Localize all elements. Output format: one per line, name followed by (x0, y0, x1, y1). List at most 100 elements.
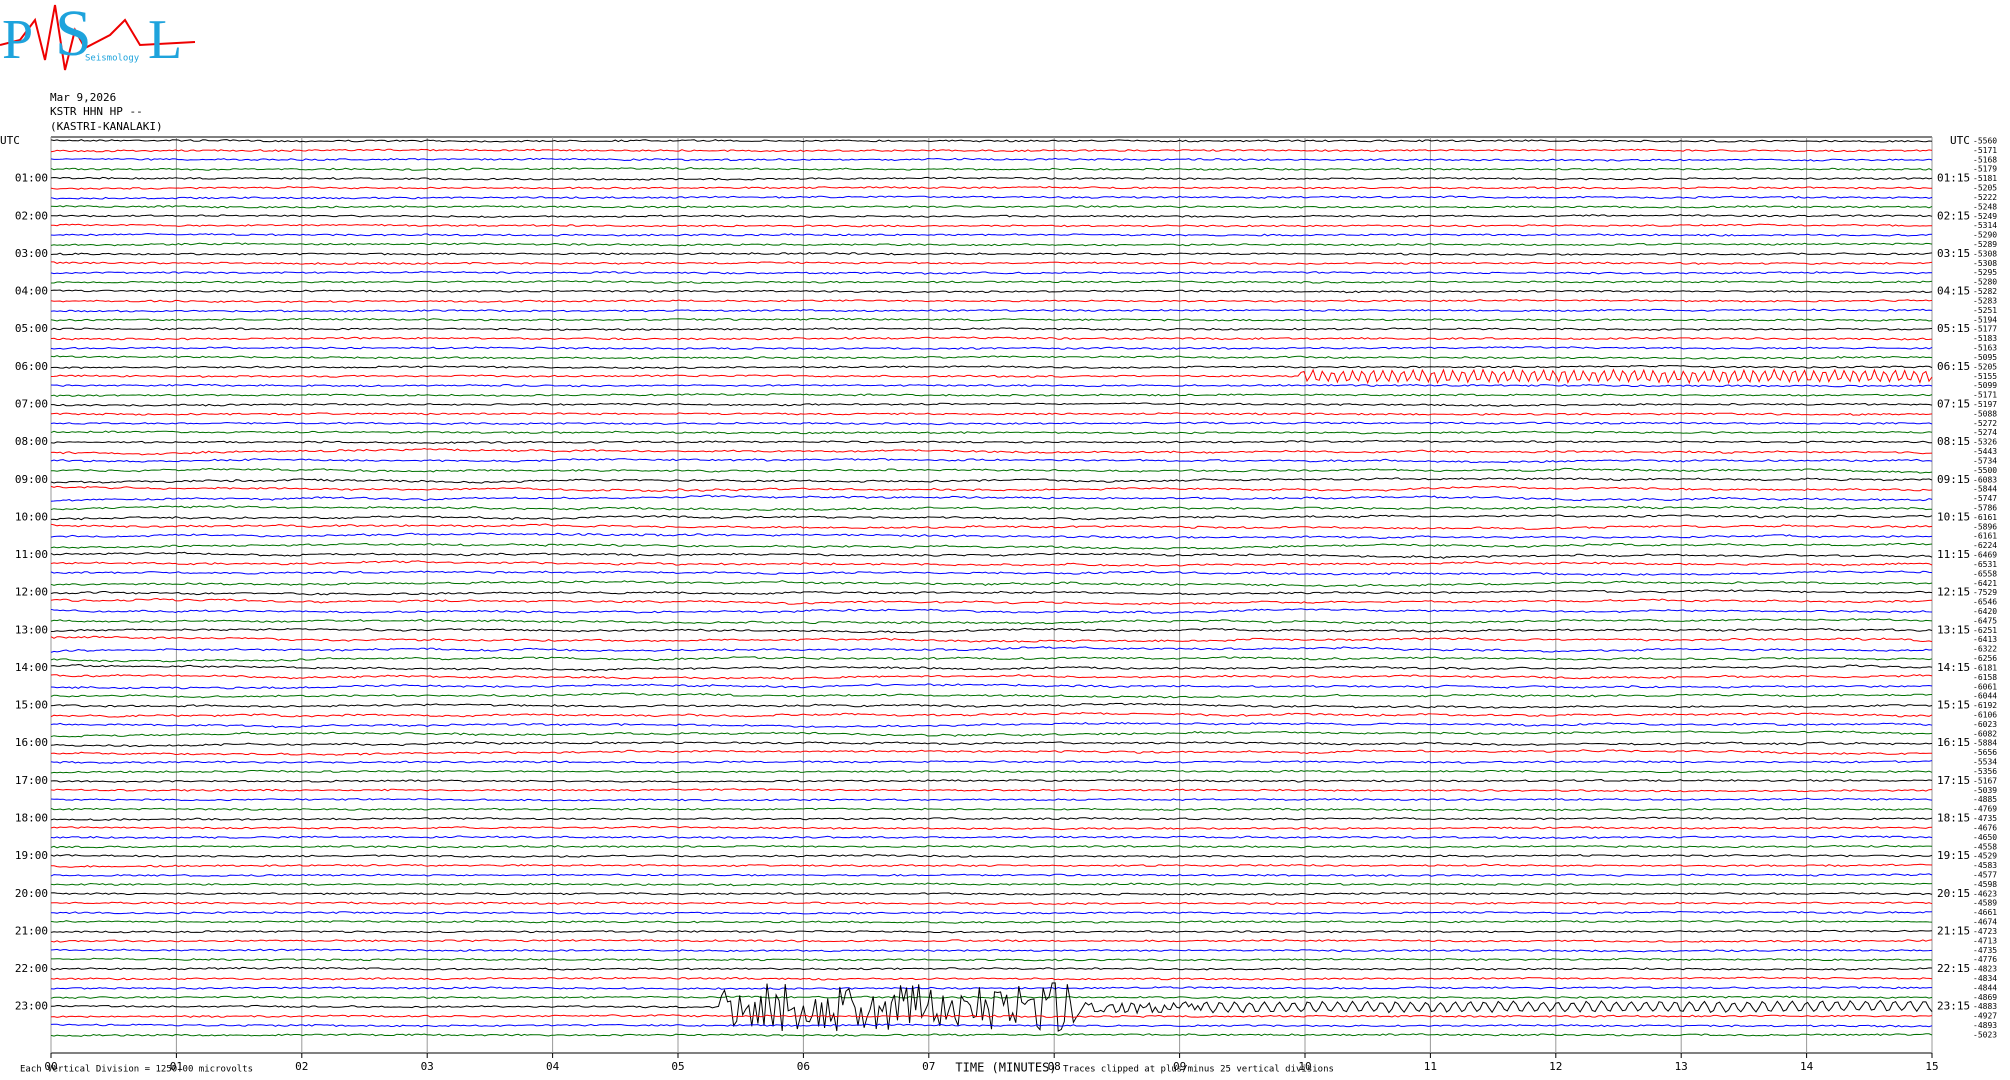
trace (51, 223, 1933, 228)
trace (50, 458, 1933, 464)
trace (50, 656, 1933, 663)
trace (50, 364, 1933, 370)
trace (50, 711, 1933, 718)
x-tick-label: 10 (1298, 1060, 1311, 1073)
right-hour-label: 03:15 (1937, 247, 1970, 260)
trace-offset: -4529 (1973, 852, 1997, 861)
right-hour-label: 20:15 (1937, 887, 1970, 900)
trace (50, 205, 1933, 209)
trace (50, 412, 1933, 416)
trace (50, 986, 1932, 990)
left-hour-label: 13:00 (15, 623, 48, 636)
trace (50, 976, 1933, 981)
x-tick-label: 02 (295, 1060, 308, 1073)
trace (50, 966, 1933, 971)
left-hour-label: 06:00 (15, 360, 48, 373)
right-hour-label: 07:15 (1937, 397, 1970, 410)
trace-offset: -4713 (1973, 936, 1997, 945)
trace-offset: -5205 (1973, 362, 1997, 371)
trace-offset: -5786 (1973, 503, 1997, 512)
trace (50, 741, 1933, 748)
trace-offset: -5295 (1973, 268, 1997, 277)
trace-offset: -6161 (1973, 513, 1997, 522)
trace-offset: -6256 (1973, 654, 1997, 663)
scale-note: Each Vertical Division = 1250.00 microvo… (20, 1065, 253, 1075)
trace (50, 317, 1933, 322)
trace (50, 816, 1933, 821)
left-hour-label: 07:00 (15, 397, 48, 410)
right-hour-label: 02:15 (1937, 209, 1970, 222)
trace (50, 176, 1933, 181)
clip-note: Traces clipped at plus/minus 25 vertical… (1063, 1065, 1334, 1075)
trace (50, 308, 1933, 313)
trace-offset: -6158 (1973, 673, 1997, 682)
left-hour-label: 21:00 (15, 924, 48, 937)
trace (50, 252, 1933, 256)
left-hour-label: UTC (0, 134, 20, 147)
trace (50, 505, 1933, 511)
trace-offset: -5194 (1973, 315, 1997, 324)
trace (50, 760, 1933, 764)
trace-offset: -5171 (1973, 391, 1997, 400)
trace-offset: -4823 (1973, 965, 1997, 974)
trace (50, 477, 1933, 484)
trace (50, 242, 1933, 247)
logo-words: Seismology (85, 54, 140, 64)
trace-offset: -6083 (1973, 475, 1997, 484)
trace (50, 514, 1933, 521)
trace (50, 1014, 1933, 1018)
trace-offset: -6224 (1973, 541, 1997, 550)
trace-offset: -4577 (1973, 870, 1997, 879)
trace (50, 467, 1933, 474)
trace-offset: -5248 (1973, 202, 1997, 211)
trace-offset: -5308 (1973, 249, 1997, 258)
trace-offset: -6413 (1973, 635, 1997, 644)
trace (50, 769, 1933, 774)
trace (50, 580, 1933, 588)
trace (50, 882, 1933, 887)
right-hour-label: 01:15 (1937, 172, 1970, 185)
trace-offset: -5289 (1973, 240, 1997, 249)
x-tick-label: 00 (44, 1060, 57, 1073)
left-hour-label: 10:00 (15, 510, 48, 523)
trace-offset: -5177 (1973, 325, 1997, 334)
left-hour-label: 18:00 (15, 812, 48, 825)
trace-offset: -5039 (1973, 786, 1997, 795)
trace (50, 797, 1933, 802)
trace (50, 289, 1933, 294)
right-hour-label: 08:15 (1937, 435, 1970, 448)
trace (50, 835, 1933, 840)
trace-offset: -4834 (1973, 974, 1997, 983)
trace (50, 232, 1933, 237)
trace (50, 327, 1933, 331)
right-hour-label: 16:15 (1937, 736, 1970, 749)
trace-offset: -6469 (1973, 551, 1997, 560)
trace (50, 139, 1933, 143)
trace-offset: -5283 (1973, 296, 1997, 305)
trace-offset: -4661 (1973, 908, 1997, 917)
trace-offset: -5179 (1973, 165, 1997, 174)
trace-offset: -4893 (1973, 1021, 1997, 1030)
trace-offset: -5274 (1973, 428, 1997, 437)
left-hour-label: 15:00 (15, 699, 48, 712)
trace-offset: -5167 (1973, 776, 1997, 785)
trace-offset: -6181 (1973, 663, 1997, 672)
trace-offset: -6475 (1973, 616, 1997, 625)
trace-offset: -4735 (1973, 946, 1997, 955)
trace (50, 299, 1933, 303)
trace (50, 692, 1933, 699)
trace-offset: -4883 (1973, 1002, 1997, 1011)
logo: P S L Seismology (0, 0, 196, 71)
trace-offset: -5656 (1973, 748, 1997, 757)
trace (50, 873, 1933, 877)
right-hour-label: 15:15 (1937, 699, 1970, 712)
trace (50, 920, 1933, 924)
trace (50, 597, 1933, 606)
trace (50, 195, 1933, 200)
right-hour-label: UTC (1950, 134, 1970, 147)
trace-offset: -4650 (1973, 833, 1997, 842)
trace-offset: -6061 (1973, 682, 1997, 691)
trace-offset: -4598 (1973, 880, 1997, 889)
x-tick-label: 11 (1424, 1060, 1437, 1073)
